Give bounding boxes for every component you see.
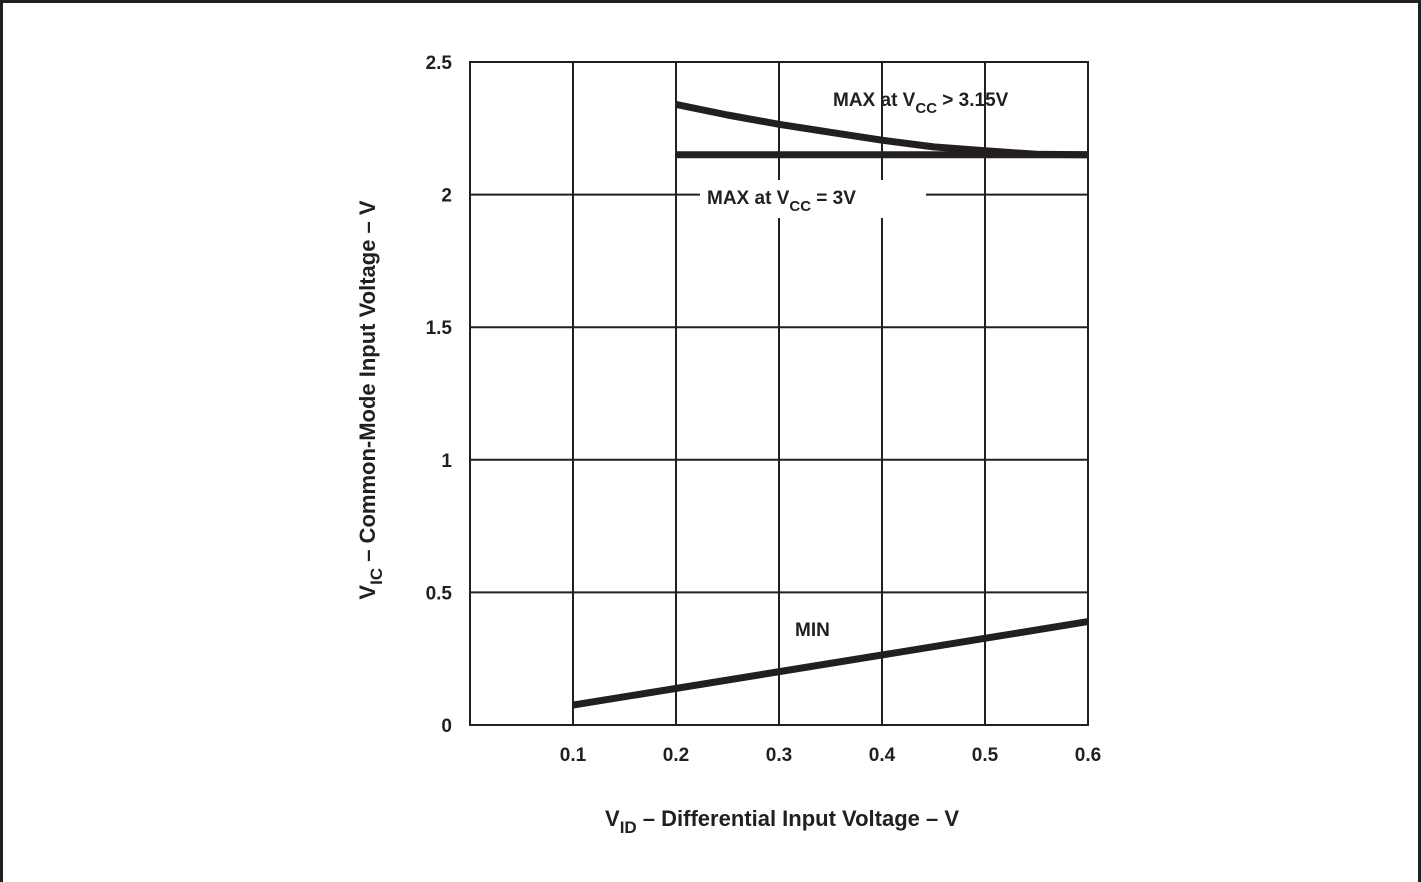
y-tick-label: 1 [441,451,452,472]
x-tick-label: 0.3 [766,745,792,766]
x-tick-label: 0.2 [663,745,689,766]
annotation-min: MIN [795,620,830,641]
y-tick-labels: 0 0.5 1 1.5 2 2.5 [426,53,453,737]
series-group [572,100,1089,709]
y-tick-label: 2.5 [426,53,453,74]
annotation-max-vcc-3v: MAX at VCC = 3V [707,188,856,215]
annotation-max-vcc-3v-background [700,180,926,218]
x-tick-label: 0.6 [1075,745,1101,766]
grid [470,61,1089,726]
y-axis-title: VIC – Common-Mode Input Voltage – V [355,200,386,600]
x-tick-label: 0.1 [560,745,587,766]
y-tick-label: 1.5 [426,318,453,339]
y-tick-label: 2 [441,186,452,207]
plot-area-border [469,61,1089,726]
annotation-max-vcc-above: MAX at VCC > 3.15V [833,90,1009,117]
x-tick-label: 0.4 [869,745,896,766]
x-axis-title: VID – Differential Input Voltage – V [605,806,959,837]
y-tick-label: 0 [441,716,452,737]
x-tick-label: 0.5 [972,745,999,766]
series-line-2 [572,618,1089,709]
y-tick-label: 0.5 [426,583,453,604]
x-tick-labels: 0.1 0.2 0.3 0.4 0.5 0.6 [560,745,1101,766]
